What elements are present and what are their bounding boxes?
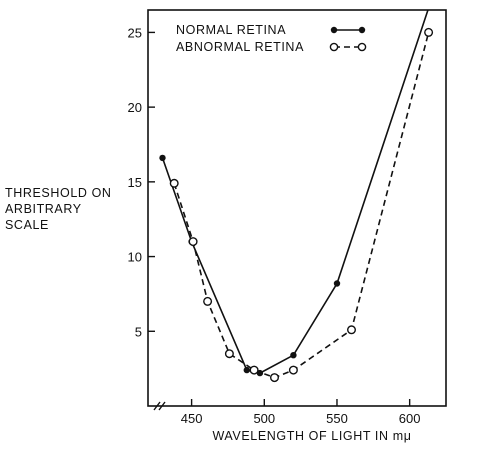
x-tick-label-500: 500 [253, 411, 275, 426]
data-point-abnormal-6 [288, 365, 298, 375]
plot-frame [147, 9, 447, 407]
y-tick-label-15: 15 [128, 175, 142, 190]
y-tick-label-20: 20 [128, 100, 142, 115]
series-layer [159, 10, 434, 383]
data-point-abnormal-4 [249, 365, 259, 375]
x-axis-title: WAVELENGTH OF LIGHT IN mμ [212, 429, 411, 443]
y-axis-title-line-3: SCALE [5, 218, 49, 232]
legend-label-normal: NORMAL RETINA [176, 23, 286, 37]
data-point-abnormal-2 [203, 296, 213, 306]
legend-label-abnormal: ABNORMAL RETINA [176, 40, 304, 54]
series-abnormal-retina [169, 27, 434, 383]
y-axis-title-line-1: THRESHOLD ON [5, 186, 112, 200]
x-tick-label-600: 600 [399, 411, 421, 426]
y-tick-label-5: 5 [135, 324, 142, 339]
data-point-abnormal-1 [188, 237, 198, 247]
ticks-layer: 450 500 550 600 5 10 15 20 25 [128, 25, 421, 426]
y-tick-label-25: 25 [128, 25, 142, 40]
legend: NORMAL RETINA ABNORMAL RETINA [176, 23, 367, 54]
x-tick-label-550: 550 [326, 411, 348, 426]
legend-marker-normal-end [358, 26, 366, 34]
legend-marker-normal-start [330, 26, 338, 34]
series-line-normal [161, 10, 429, 374]
data-point-abnormal-3 [224, 349, 234, 359]
data-point-abnormal-7 [347, 325, 357, 335]
y-tick-label-10: 10 [128, 250, 142, 265]
series-normal-retina [159, 10, 429, 377]
legend-marker-abnormal-start [329, 42, 339, 52]
axes-layer [147, 9, 447, 411]
x-tick-label-450: 450 [181, 411, 203, 426]
data-point-abnormal-5 [270, 373, 280, 383]
data-point-abnormal-8 [424, 27, 434, 37]
series-line-abnormal [173, 32, 430, 379]
y-axis-title: THRESHOLD ON ARBITRARY SCALE [5, 186, 112, 232]
data-point-normal-2 [243, 366, 250, 374]
data-point-normal-5 [333, 280, 341, 287]
y-axis-title-line-2: ARBITRARY [5, 202, 82, 216]
data-point-normal-0 [159, 154, 166, 162]
data-point-normal-4 [290, 352, 297, 359]
legend-marker-abnormal-end [357, 42, 367, 52]
x-axis-break-mark [153, 401, 166, 411]
data-point-abnormal-0 [169, 178, 179, 188]
